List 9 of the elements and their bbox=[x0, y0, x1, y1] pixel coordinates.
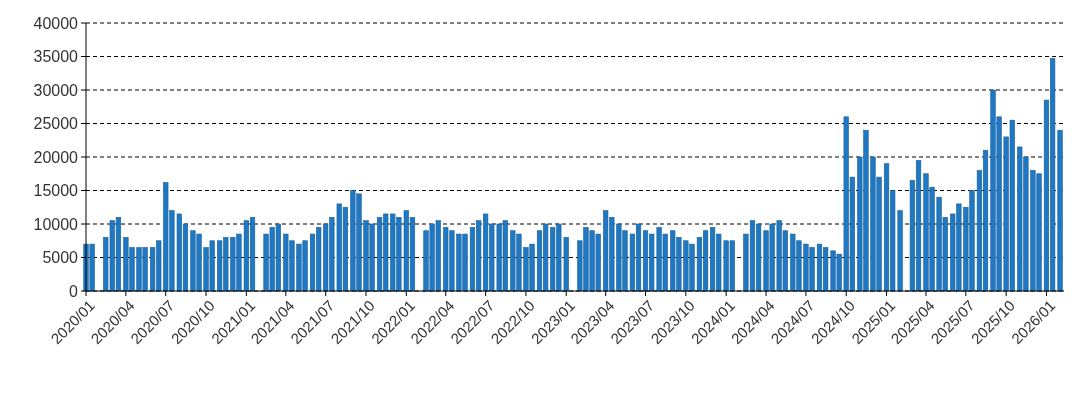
y-tick-label: 25000 bbox=[33, 115, 79, 133]
y-tick-label: 35000 bbox=[33, 48, 79, 66]
y-tick-label: 30000 bbox=[33, 81, 79, 99]
y-tick-label: 0 bbox=[69, 282, 79, 300]
y-tick-label: 40000 bbox=[33, 14, 79, 32]
y-tick-label: 5000 bbox=[42, 249, 79, 267]
y-tick-label: 15000 bbox=[33, 182, 79, 200]
y-tick-label: 20000 bbox=[33, 148, 79, 166]
y-tick-label: 10000 bbox=[33, 215, 79, 233]
